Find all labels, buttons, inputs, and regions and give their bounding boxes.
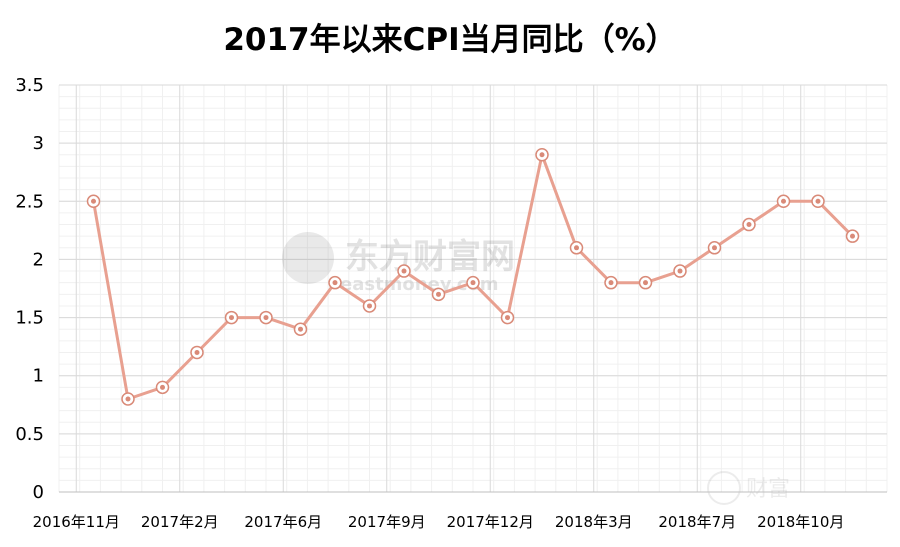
data-point-center <box>505 315 510 321</box>
x-tick-label: 2018年10月 <box>757 513 844 531</box>
data-point-center <box>125 396 131 402</box>
corner-watermark: 财富 <box>707 471 790 505</box>
y-tick-label: 2.5 <box>15 191 44 212</box>
x-tick-label: 2017年2月 <box>141 513 219 531</box>
watermark-logo: 东方财富网 eastmoney.com <box>282 232 515 295</box>
x-tick-label: 2016年11月 <box>33 513 120 531</box>
y-tick-label: 1.5 <box>15 308 44 329</box>
data-point-center <box>367 303 372 309</box>
data-point-center <box>401 268 407 274</box>
watermark-url: eastmoney.com <box>340 274 499 295</box>
data-point-center <box>298 326 303 332</box>
data-point-center <box>781 198 786 204</box>
corner-watermark-icon <box>707 471 741 505</box>
data-point-center <box>815 198 821 204</box>
y-tick-label: 0.5 <box>15 424 44 445</box>
y-tick-label: 0 <box>33 482 44 503</box>
x-tick-label: 2018年7月 <box>658 513 736 531</box>
data-point-center <box>229 315 234 321</box>
data-point-center <box>263 315 269 321</box>
data-point-center <box>574 245 579 251</box>
data-point-center <box>436 291 441 297</box>
series <box>86 148 860 406</box>
data-point-center <box>470 280 476 286</box>
data-point-center <box>712 245 717 251</box>
data-point-center <box>194 349 200 355</box>
y-tick-label: 2 <box>33 249 44 270</box>
data-point-center <box>643 280 648 286</box>
x-tick-label: 2017年9月 <box>348 513 426 531</box>
y-tick-label: 3.5 <box>15 75 44 96</box>
chart-title: 2017年以来CPI当月同比（%） <box>223 22 677 58</box>
data-point-center <box>539 152 545 158</box>
x-tick-label: 2017年6月 <box>244 513 322 531</box>
y-tick-label: 3 <box>33 133 44 154</box>
data-point-center <box>160 384 165 390</box>
corner-watermark-text: 财富 <box>746 477 790 502</box>
grid <box>58 84 888 493</box>
y-tick-label: 1 <box>33 366 44 387</box>
data-point-center <box>608 280 614 286</box>
data-point-center <box>746 222 752 228</box>
axes: 0 0.5 1 1.5 2 2.5 3 3.5 2016年11月 2017年2月 2017年6月 20… <box>15 75 887 531</box>
watermark-icon <box>282 232 334 284</box>
data-point-center <box>850 233 855 239</box>
data-point-center <box>677 268 683 274</box>
x-tick-label: 2018年3月 <box>555 513 633 531</box>
data-point-center <box>332 280 338 286</box>
x-tick-label: 2017年12月 <box>447 513 534 531</box>
watermark-brand: 东方财富网 <box>345 237 515 277</box>
data-point-center <box>91 198 96 204</box>
